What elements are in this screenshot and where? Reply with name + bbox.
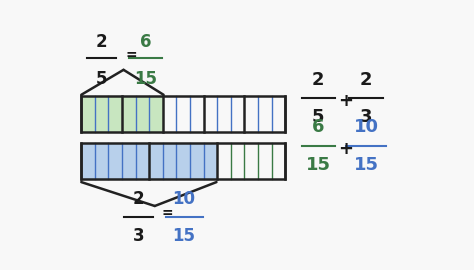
Text: 10: 10 xyxy=(354,118,378,136)
Text: 3: 3 xyxy=(360,108,372,126)
Text: 2: 2 xyxy=(132,190,144,208)
Text: 15: 15 xyxy=(134,70,157,88)
Text: 2: 2 xyxy=(96,33,107,51)
Text: +: + xyxy=(338,140,353,158)
Bar xyxy=(82,96,285,132)
Bar xyxy=(82,143,285,179)
Text: 6: 6 xyxy=(312,118,325,136)
Text: 15: 15 xyxy=(173,227,196,245)
Bar xyxy=(82,96,122,132)
Text: 5: 5 xyxy=(312,108,325,126)
Text: 3: 3 xyxy=(132,227,144,245)
Text: +: + xyxy=(338,92,353,110)
Text: 10: 10 xyxy=(173,190,196,208)
Text: =: = xyxy=(125,48,137,62)
Text: 2: 2 xyxy=(312,70,325,89)
Bar xyxy=(149,143,217,179)
Text: 15: 15 xyxy=(306,156,331,174)
Text: 6: 6 xyxy=(140,33,151,51)
Bar xyxy=(122,96,163,132)
Bar xyxy=(82,143,149,179)
Text: 2: 2 xyxy=(360,70,372,89)
Text: 5: 5 xyxy=(96,70,107,88)
Text: 15: 15 xyxy=(354,156,378,174)
Text: =: = xyxy=(162,206,173,220)
